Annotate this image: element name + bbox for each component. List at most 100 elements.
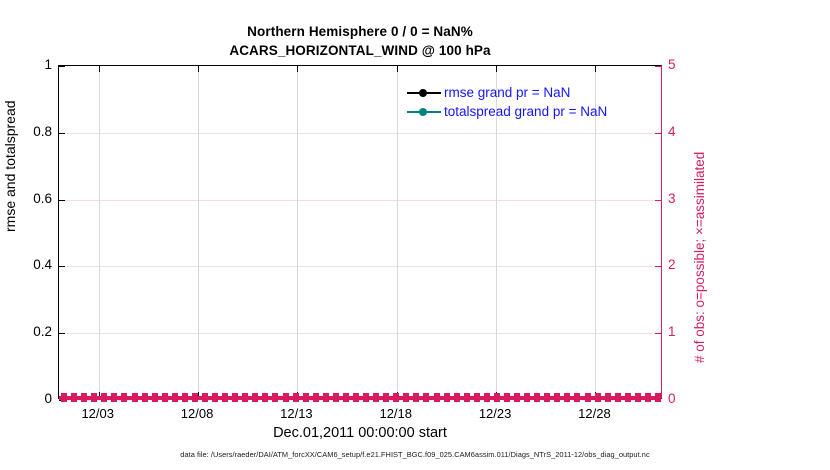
obs-count-marker [524, 393, 531, 402]
obs-count-marker [141, 393, 148, 402]
obs-count-marker [151, 393, 158, 402]
y-axis-left-tick [59, 266, 65, 268]
y-axis-right-tick-label: 0 [668, 391, 676, 406]
x-axis-tick-label: 12/13 [280, 406, 313, 421]
y-axis-right-tick-label: 4 [668, 123, 676, 139]
obs-count-marker [252, 393, 259, 402]
x-axis-label: Dec.01,2011 00:00:00 start [273, 425, 447, 441]
x-axis-tick-label: 12/08 [180, 406, 214, 421]
x-axis-tick-label: 12/18 [379, 406, 413, 421]
chart-legend: rmse grand pr = NaN totalspread grand pr… [407, 83, 657, 121]
legend-marker-circle-totalspread [419, 107, 427, 116]
y-axis-left-tick-label: 1 [44, 57, 52, 72]
horizontal-gridline [59, 266, 661, 268]
legend-label-totalspread: totalspread grand pr = NaN [444, 103, 608, 119]
obs-count-marker [604, 393, 611, 402]
x-axis-tick [595, 392, 597, 398]
y-axis-right-tick-label: 5 [668, 57, 676, 72]
obs-count-marker [272, 393, 279, 402]
x-axis-tick-label: 12/03 [81, 406, 114, 421]
obs-count-marker [232, 393, 239, 402]
y-axis-right-tick-label: 2 [668, 257, 676, 273]
y-axis-right-label: # of obs: o=possible; ×=assimilated [692, 151, 707, 363]
y-axis-right-tick [655, 199, 661, 201]
legend-swatch-rmse [407, 87, 441, 99]
y-axis-left-tick-label: 0.2 [33, 324, 52, 340]
legend-marker-circle-rmse [419, 88, 427, 97]
chart-title-line-2: ACARS_HORIZONTAL_WIND @ 100 hPa [229, 43, 491, 58]
obs-count-marker [624, 393, 631, 402]
obs-count-marker [413, 393, 420, 402]
obs-count-marker [554, 393, 561, 402]
x-axis-tick [496, 392, 498, 398]
y-axis-left-tick [59, 199, 65, 201]
obs-count-marker [212, 393, 219, 402]
obs-count-marker [564, 393, 571, 402]
obs-count-marker [262, 393, 269, 402]
obs-count-marker [614, 393, 621, 402]
obs-count-marker [453, 393, 460, 402]
obs-count-marker [181, 393, 188, 402]
obs-count-marker [403, 393, 410, 402]
obs-count-marker [514, 393, 521, 402]
obs-count-series-at-zero [59, 391, 661, 402]
x-axis-tick [297, 66, 299, 72]
vertical-gridline [198, 66, 200, 398]
x-axis-tick [496, 66, 498, 72]
horizontal-gridline [59, 199, 661, 201]
y-axis-left-tick-label: 0.8 [33, 123, 52, 139]
vertical-gridline [297, 66, 299, 398]
obs-count-marker [503, 393, 510, 402]
y-axis-left-label: rmse and totalspread [2, 100, 18, 232]
x-axis-tick-label: 12/28 [578, 406, 611, 421]
obs-count-marker [373, 393, 380, 402]
chart-title-block: Northern Hemisphere 0 / 0 = NaN% ACARS_H… [0, 22, 720, 60]
obs-count-marker [544, 393, 551, 402]
x-axis-tick [396, 392, 398, 398]
y-axis-left-tick [59, 333, 65, 335]
y-axis-left-tick [59, 400, 65, 401]
obs-count-marker [443, 393, 450, 402]
y-axis-left-tick-label: 0.6 [33, 190, 52, 206]
horizontal-gridline [59, 132, 661, 134]
obs-count-marker [534, 393, 541, 402]
obs-count-marker [201, 393, 208, 402]
y-axis-right-tick [655, 333, 661, 335]
plot-area[interactable]: rmse grand pr = NaN totalspread grand pr… [58, 65, 662, 402]
obs-count-marker [91, 393, 98, 402]
obs-count-marker [574, 393, 581, 402]
x-axis-tick [396, 66, 398, 72]
obs-count-marker [342, 393, 349, 402]
obs-count-marker [473, 393, 480, 402]
y-axis-right-tick [655, 66, 661, 67]
obs-count-marker [584, 393, 591, 402]
obs-count-marker [222, 393, 229, 402]
legend-item-totalspread[interactable]: totalspread grand pr = NaN [407, 102, 657, 121]
horizontal-gridline [59, 333, 661, 335]
x-axis-tick [98, 392, 100, 398]
obs-count-marker [302, 393, 309, 402]
obs-count-marker [312, 393, 319, 402]
x-axis-tick-label: 12/23 [478, 406, 512, 421]
obs-count-marker [131, 393, 138, 402]
y-axis-left-tick-label: 0.4 [33, 257, 52, 273]
obs-count-marker [71, 393, 78, 402]
obs-count-marker [242, 393, 249, 402]
obs-count-marker [161, 393, 168, 402]
chart-title-line-1: Northern Hemisphere 0 / 0 = NaN% [247, 24, 473, 39]
y-axis-right-tick [655, 266, 661, 268]
obs-count-marker [383, 393, 390, 402]
obs-count-marker [644, 393, 651, 402]
obs-count-marker [363, 393, 370, 402]
legend-swatch-totalspread [407, 106, 441, 118]
obs-count-marker [332, 393, 339, 402]
x-axis-tick [595, 66, 597, 72]
legend-item-rmse[interactable]: rmse grand pr = NaN [407, 83, 657, 102]
obs-count-marker [634, 393, 641, 402]
obs-count-marker [352, 393, 359, 402]
x-axis-tick [98, 66, 100, 72]
vertical-gridline [396, 66, 398, 398]
obs-baseline [59, 396, 661, 400]
obs-count-marker [483, 393, 490, 402]
vertical-gridline [595, 66, 597, 398]
